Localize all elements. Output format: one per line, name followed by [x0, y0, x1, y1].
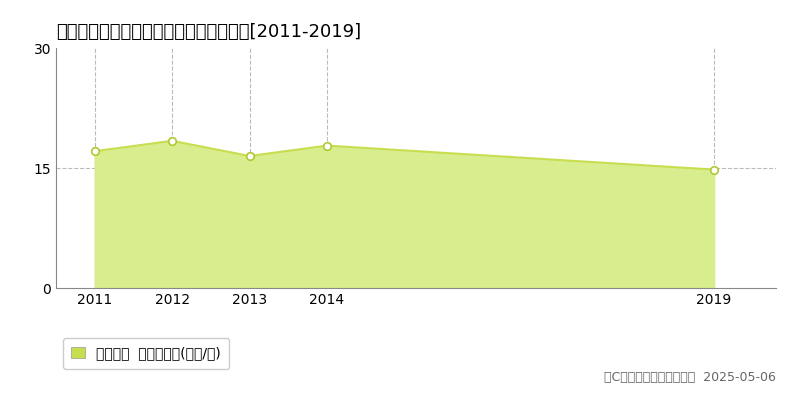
- Text: 綾歌郡宇多津町浜九番丁　土地価格推移[2011-2019]: 綾歌郡宇多津町浜九番丁 土地価格推移[2011-2019]: [56, 23, 361, 41]
- Point: [708, 166, 721, 173]
- Legend: 土地価格  平均坪単価(万円/坪): 土地価格 平均坪単価(万円/坪): [63, 338, 230, 369]
- Point: [321, 142, 334, 149]
- Point: [88, 148, 101, 154]
- Point: [243, 153, 256, 159]
- Point: [166, 138, 178, 144]
- Text: （C）土地価格ドットコム  2025-05-06: （C）土地価格ドットコム 2025-05-06: [604, 371, 776, 384]
